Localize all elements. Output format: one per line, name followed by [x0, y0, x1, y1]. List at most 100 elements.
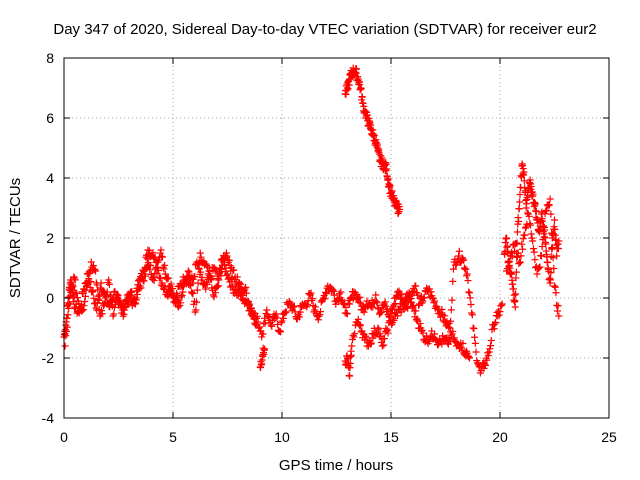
data-point: [101, 299, 109, 307]
data-point: [230, 266, 238, 274]
data-point: [75, 300, 83, 308]
data-point: [138, 274, 146, 282]
data-point: [512, 290, 520, 298]
data-point: [355, 298, 363, 306]
data-point: [410, 302, 418, 310]
data-point: [246, 306, 254, 314]
data-point: [356, 293, 364, 301]
data-point: [362, 332, 370, 340]
data-point: [346, 300, 354, 308]
data-point: [290, 303, 298, 311]
data-point: [238, 285, 246, 293]
data-point: [84, 278, 92, 286]
data-point: [309, 295, 317, 303]
data-point: [222, 264, 230, 272]
data-point: [149, 273, 157, 281]
data-point: [346, 359, 354, 367]
data-point: [189, 289, 197, 297]
data-point: [419, 329, 427, 337]
data-point: [192, 306, 200, 314]
data-point: [179, 288, 187, 296]
data-point: [381, 298, 389, 306]
data-point: [383, 165, 391, 173]
data-point: [65, 300, 73, 308]
data-point: [187, 281, 195, 289]
data-point: [449, 327, 457, 335]
data-point: [113, 290, 121, 298]
data-point: [382, 302, 390, 310]
data-point: [356, 322, 364, 330]
data-point: [367, 340, 375, 348]
data-point: [349, 331, 357, 339]
data-point: [116, 296, 124, 304]
data-point: [526, 220, 534, 228]
y-axis-label: SDTVAR / TECUs: [7, 178, 24, 298]
x-tick-label: 15: [383, 429, 399, 445]
data-point: [449, 265, 457, 273]
data-point: [362, 334, 370, 342]
data-point: [267, 321, 275, 329]
data-point: [154, 267, 162, 275]
data-point: [329, 286, 337, 294]
data-point: [548, 229, 556, 237]
data-point: [342, 90, 350, 98]
data-point: [531, 200, 539, 208]
data-point: [354, 294, 362, 302]
data-point: [73, 294, 81, 302]
data-point: [388, 187, 396, 195]
data-point: [487, 336, 495, 344]
data-point: [308, 297, 316, 305]
data-point: [250, 315, 258, 323]
data-point: [322, 290, 330, 298]
data-point: [80, 302, 88, 310]
data-point: [196, 249, 204, 257]
data-point: [465, 289, 473, 297]
data-point: [124, 300, 132, 308]
data-point: [296, 308, 304, 316]
data-point: [81, 297, 89, 305]
data-point: [66, 292, 74, 300]
data-point: [346, 372, 354, 380]
data-point: [146, 266, 154, 274]
data-point: [394, 209, 402, 217]
data-point: [508, 270, 516, 278]
data-point: [236, 284, 244, 292]
y-tick-label: 4: [46, 170, 54, 186]
data-point: [90, 294, 98, 302]
data-point: [137, 273, 145, 281]
axis-ticks: 0 5 10 15 20 25 -4 -2 0 2 4 6 8: [42, 50, 617, 445]
data-point: [174, 303, 182, 311]
data-point: [134, 281, 142, 289]
data-point: [447, 306, 455, 314]
data-point: [351, 330, 359, 338]
data-point: [186, 282, 194, 290]
data-point: [538, 208, 546, 216]
data-point: [188, 288, 196, 296]
data-point: [178, 291, 186, 299]
data-point: [290, 302, 298, 310]
data-point: [350, 333, 358, 341]
data-point: [207, 276, 215, 284]
data-point: [282, 308, 290, 316]
data-point: [426, 285, 434, 293]
data-point: [222, 249, 230, 257]
data-point: [98, 310, 106, 318]
data-point: [511, 303, 519, 311]
data-point: [322, 288, 330, 296]
data-point: [376, 330, 384, 338]
data-point: [65, 304, 73, 312]
data-point: [356, 321, 364, 329]
data-point: [315, 312, 323, 320]
data-point: [406, 292, 414, 300]
data-point: [471, 333, 479, 341]
data-point: [185, 268, 193, 276]
data-point: [529, 190, 537, 198]
data-point: [105, 280, 113, 288]
data-point: [107, 291, 115, 299]
data-point: [212, 289, 220, 297]
data-point: [509, 285, 517, 293]
data-point: [448, 296, 456, 304]
data-point: [261, 345, 269, 353]
data-point: [71, 276, 79, 284]
data-point: [126, 293, 134, 301]
